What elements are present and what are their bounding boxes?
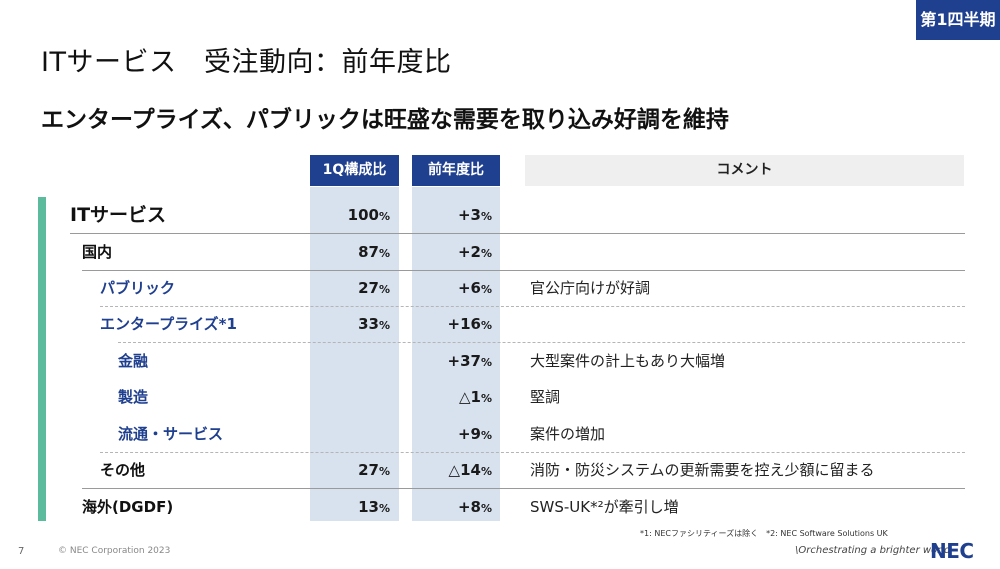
page-title: ITサービス 受注動向：前年度比 xyxy=(41,47,452,78)
row-divider xyxy=(118,342,965,343)
header-yoy: 前年度比 xyxy=(412,155,500,186)
row-label: ITサービス xyxy=(70,204,167,226)
table-row: パブリック 27% +6% 官公庁向けが好調 xyxy=(0,270,1000,306)
row-label: その他 xyxy=(100,461,146,479)
tagline: \Orchestrating a brighter world xyxy=(795,545,951,556)
row-divider xyxy=(100,452,965,453)
row-share: 100% xyxy=(347,206,390,224)
row-label: エンタープライズ*1 xyxy=(100,315,237,333)
row-comment: 官公庁向けが好調 xyxy=(530,279,651,297)
row-label: 金融 xyxy=(118,352,149,370)
row-yoy: △14% xyxy=(448,461,492,479)
row-share: 87% xyxy=(358,243,390,261)
table-row: 金融 +37% 大型案件の計上もあり大幅増 xyxy=(0,343,1000,379)
row-comment: 堅調 xyxy=(530,388,561,406)
row-label: 流通・サービス xyxy=(118,425,224,443)
row-comment: 大型案件の計上もあり大幅増 xyxy=(530,352,726,370)
row-divider xyxy=(82,488,965,489)
row-yoy: △1% xyxy=(458,388,492,406)
share-column-background xyxy=(310,187,399,521)
row-comment: 消防・防災システムの更新需要を控え少額に留まる xyxy=(530,461,875,479)
table-row: 海外(DGDF) 13% +8% SWS-UK*²が牽引し増 xyxy=(0,489,1000,525)
table-row: エンタープライズ*1 33% +16% xyxy=(0,306,1000,342)
table-row: その他 27% △14% 消防・防災システムの更新需要を控え少額に留まる xyxy=(0,452,1000,488)
row-yoy: +37% xyxy=(447,352,492,370)
header-comment: コメント xyxy=(525,155,964,186)
row-comment: 案件の増加 xyxy=(530,425,606,443)
row-yoy: +8% xyxy=(457,498,492,516)
accent-bar xyxy=(38,197,46,521)
table-row: 製造 △1% 堅調 xyxy=(0,379,1000,415)
row-share: 33% xyxy=(358,315,390,333)
row-yoy: +9% xyxy=(457,425,492,443)
header-share: 1Q構成比 xyxy=(310,155,399,186)
row-yoy: +16% xyxy=(447,315,492,333)
footnotes: *1: NECファシリティーズは除く *2: NEC Software Solu… xyxy=(640,529,888,538)
row-share: 27% xyxy=(358,279,390,297)
row-comment: SWS-UK*²が牽引し増 xyxy=(530,498,679,516)
row-divider xyxy=(100,306,965,307)
row-yoy: +2% xyxy=(457,243,492,261)
row-label: 国内 xyxy=(82,243,113,261)
copyright: © NEC Corporation 2023 xyxy=(58,546,171,556)
row-label: 海外(DGDF) xyxy=(82,498,174,516)
row-yoy: +3% xyxy=(457,206,492,224)
row-divider xyxy=(82,270,965,271)
page-subtitle: エンタープライズ、パブリックは旺盛な需要を取り込み好調を維持 xyxy=(41,107,729,133)
nec-logo: NEC xyxy=(930,539,974,563)
quarter-badge: 第1四半期 xyxy=(916,0,1000,40)
table-row: 流通・サービス +9% 案件の増加 xyxy=(0,416,1000,452)
row-yoy: +6% xyxy=(457,279,492,297)
row-label: パブリック xyxy=(100,279,176,297)
table-row: ITサービス 100% +3% xyxy=(0,197,1000,233)
row-share: 13% xyxy=(358,498,390,516)
page-number: 7 xyxy=(18,546,25,557)
row-divider xyxy=(70,233,965,234)
table-row: 国内 87% +2% xyxy=(0,234,1000,270)
row-label: 製造 xyxy=(118,388,149,406)
row-share: 27% xyxy=(358,461,390,479)
yoy-column-background xyxy=(412,187,500,521)
